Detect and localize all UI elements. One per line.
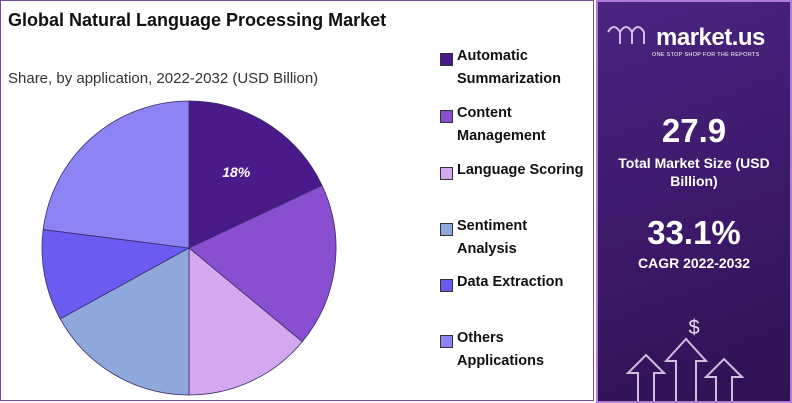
pie-slice <box>188 100 323 249</box>
legend-label: Others Applications <box>457 330 545 369</box>
legend-label: Sentiment Analysis <box>457 218 528 257</box>
pie-chart: 18% <box>41 100 337 396</box>
pie-slice <box>42 100 190 249</box>
pie-slice <box>188 247 303 396</box>
cagr-label: CAGR 2022-2032 <box>637 255 751 271</box>
legend-label: Language Scoring <box>457 162 584 178</box>
summary-panel: $ market.us ONE STOP SHOP FOR THE REPORT… <box>596 0 792 403</box>
legend-swatch <box>440 335 453 348</box>
brand-name: market.us <box>656 24 765 51</box>
brand-tagline: ONE STOP SHOP FOR THE REPORTS <box>652 52 760 58</box>
legend-swatch <box>440 53 453 66</box>
legend-label: Automatic Summarization <box>457 48 561 87</box>
decoration: $ <box>607 26 745 401</box>
legend-swatch <box>440 279 453 292</box>
legend-label: Content Management <box>457 105 546 144</box>
cagr: 33.1% <box>647 214 741 251</box>
pie-slice <box>59 247 190 396</box>
slice-label: 18% <box>222 164 251 180</box>
chart-title: Global Natural Language Processing Marke… <box>8 10 387 30</box>
pie-slice <box>188 184 337 343</box>
legend-swatch <box>440 167 453 180</box>
chart-frame <box>0 0 594 401</box>
pie-slice <box>41 229 191 320</box>
svg-text:$: $ <box>688 317 699 339</box>
market-size-label: Total Market Size (USD Billion) <box>618 155 770 189</box>
market-size: 27.9 <box>661 112 727 149</box>
legend-swatch <box>440 110 453 123</box>
chart-subtitle: Share, by application, 2022-2032 (USD Bi… <box>8 70 319 87</box>
legend-label: Data Extraction <box>457 274 564 290</box>
legend-swatch <box>440 223 453 236</box>
